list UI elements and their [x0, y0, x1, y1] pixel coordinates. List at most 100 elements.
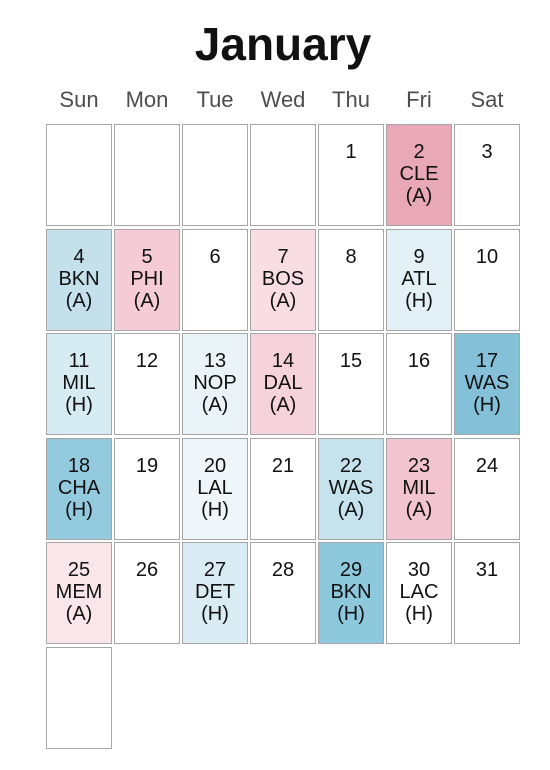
day-cell-text: 20 LAL (H): [183, 455, 247, 521]
opponent-label: PHI: [130, 267, 164, 290]
day-number: 5: [141, 245, 153, 268]
day-cell-text: 17 WAS (H): [455, 350, 519, 416]
game-day-cell: 18 CHA (H): [46, 437, 112, 540]
weekday-label: Wed: [260, 87, 306, 112]
day-number: 26: [135, 559, 159, 582]
day-cell-text: 25 MEM (A): [47, 559, 111, 625]
weekday-label: Thu: [332, 87, 370, 112]
weekday-label: Sat: [470, 87, 504, 112]
day-cell-text: 5 PHI (A): [115, 246, 179, 312]
venue-label: (A): [65, 603, 93, 626]
day-cell: 16: [386, 333, 452, 436]
day-cell-text: 21: [251, 455, 315, 477]
day-cell: 12: [114, 333, 180, 436]
opponent-label: BKN: [330, 581, 372, 604]
day-cell-text: 18 CHA (H): [47, 455, 111, 521]
day-cell-text: 24: [455, 455, 519, 477]
day-cell: 28: [250, 542, 316, 645]
chart-title: January: [194, 18, 372, 70]
day-cell-text: 16: [387, 350, 451, 372]
venue-label: (A): [405, 498, 433, 521]
day-number: 17: [475, 350, 499, 373]
day-cell-text: 28: [251, 559, 315, 581]
day-number: 2: [413, 141, 425, 163]
day-cell-text: 6: [183, 246, 247, 268]
day-cell-text: 10: [455, 246, 519, 268]
day-cell-text: 4 BKN (A): [47, 246, 111, 312]
day-number: 6: [209, 245, 221, 268]
day-cell-text: 14 DAL (A): [251, 350, 315, 416]
opponent-label: WAS: [464, 372, 510, 395]
day-number: 9: [413, 245, 425, 268]
day-number: 3: [481, 141, 493, 163]
weekday-label: Mon: [125, 87, 169, 112]
game-day-cell: 29 BKN (H): [318, 542, 384, 645]
day-cell: 8: [318, 228, 384, 331]
opponent-label: DAL: [263, 372, 303, 395]
day-number: 11: [68, 350, 90, 373]
venue-label: (H): [337, 603, 365, 626]
day-cell-text: 8: [319, 246, 383, 268]
venue-label: (H): [65, 498, 93, 521]
day-number: 25: [67, 559, 91, 582]
day-cell-text: 11 MIL (H): [47, 350, 111, 416]
day-number: 30: [407, 559, 431, 582]
game-day-cell: 20 LAL (H): [182, 437, 248, 540]
empty-day-cell: [250, 124, 316, 226]
game-day-cell: 17 WAS (H): [454, 333, 520, 436]
day-number: 12: [135, 350, 159, 373]
day-number: 31: [475, 559, 499, 582]
day-cell: 10: [454, 228, 520, 331]
venue-label: (H): [201, 603, 229, 626]
day-number: 14: [271, 350, 295, 373]
opponent-label: MEM: [55, 581, 103, 604]
game-day-cell: 4 BKN (A): [46, 228, 112, 331]
opponent-label: LAC: [399, 581, 439, 604]
venue-label: (H): [201, 498, 229, 521]
opponent-label: WAS: [328, 476, 374, 499]
day-number: 29: [339, 559, 363, 582]
day-number: 16: [407, 350, 431, 373]
day-number: 18: [67, 454, 91, 477]
day-number: 22: [339, 454, 363, 477]
empty-day-cell: [114, 124, 180, 226]
day-cell-text: 15: [319, 350, 383, 372]
day-cell-text: 1: [319, 141, 383, 163]
day-cell: 31: [454, 542, 520, 645]
opponent-label: BKN: [58, 267, 100, 290]
day-number: 1: [345, 141, 357, 163]
day-cell-text: 13 NOP (A): [183, 350, 247, 416]
venue-label: (A): [405, 185, 433, 207]
venue-label: (A): [269, 394, 297, 417]
venue-label: (A): [269, 289, 297, 312]
day-number: 27: [203, 559, 227, 582]
weekday-label: Tue: [196, 87, 234, 112]
day-number: 20: [203, 454, 227, 477]
day-cell-text: 27 DET (H): [183, 559, 247, 625]
day-cell-text: 9 ATL (H): [387, 246, 451, 312]
day-cell: 19: [114, 437, 180, 540]
opponent-label: LAL: [197, 476, 233, 499]
day-cell-text: 30 LAC (H): [387, 559, 451, 625]
day-number: 8: [345, 245, 357, 268]
opponent-label: DET: [195, 581, 235, 604]
game-day-cell: 5 PHI (A): [114, 228, 180, 331]
opponent-label: CHA: [57, 476, 101, 499]
day-cell-text: 7 BOS (A): [251, 246, 315, 312]
day-cell: 1: [318, 124, 384, 226]
day-cell-text: 29 BKN (H): [319, 559, 383, 625]
day-cell-text: 19: [115, 455, 179, 477]
venue-label: (H): [65, 394, 93, 417]
opponent-label: NOP: [193, 372, 237, 395]
game-day-cell: 2 CLE (A): [386, 124, 452, 226]
day-number: 19: [135, 454, 159, 477]
day-number: 4: [73, 245, 85, 268]
venue-label: (H): [405, 289, 433, 312]
day-cell: 24: [454, 437, 520, 540]
day-number: 28: [271, 559, 295, 582]
opponent-label: BOS: [261, 267, 305, 290]
day-cell-text: 26: [115, 559, 179, 581]
day-cell: 21: [250, 437, 316, 540]
day-number: 24: [475, 454, 499, 477]
day-cell: 15: [318, 333, 384, 436]
